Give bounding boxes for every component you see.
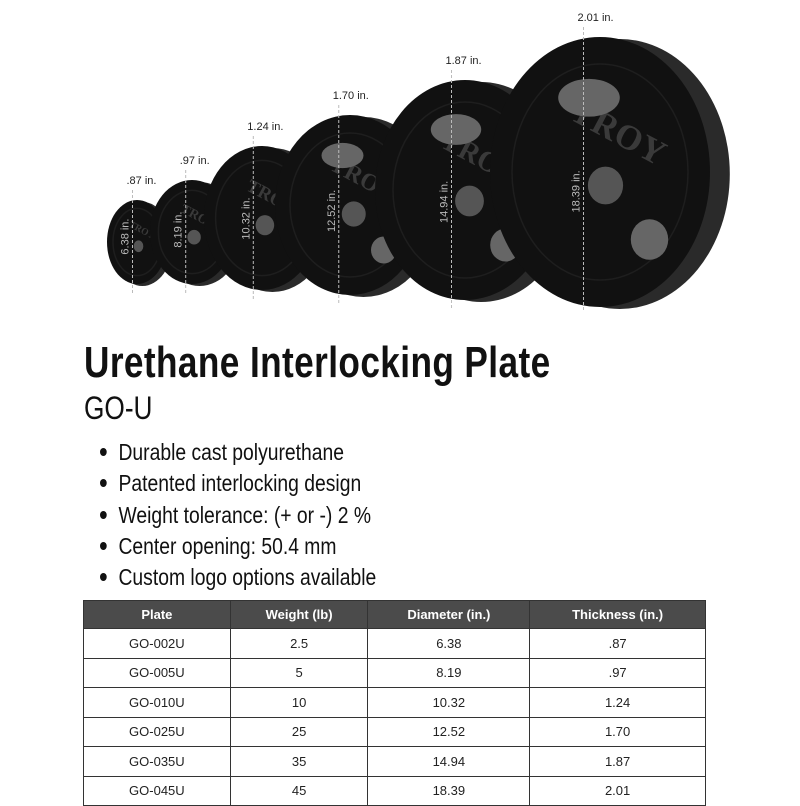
header-plate: Plate <box>83 600 231 629</box>
spec-table: Plate Weight (lb) Diameter (in.) Thickne… <box>83 600 706 806</box>
cell-plate: GO-045U <box>83 775 231 806</box>
grip-hole <box>430 114 482 145</box>
table-row: GO-025U 25 12.52 1.70 <box>83 716 706 747</box>
cell-plate: GO-005U <box>83 657 231 688</box>
feature-item: Durable cast polyurethane <box>100 437 376 468</box>
feature-item: Weight tolerance: (+ or -) 2 % <box>100 500 376 531</box>
table-row: GO-010U 10 10.32 1.24 <box>83 687 706 718</box>
thickness-label: .97 in. <box>180 155 210 167</box>
header-diameter: Diameter (in.) <box>367 600 531 629</box>
cell-plate: GO-002U <box>83 628 231 659</box>
center-hole <box>133 240 144 253</box>
diameter-label: 18.39 in. <box>571 170 583 212</box>
center-hole <box>587 166 624 205</box>
cell-plate: GO-035U <box>83 746 231 777</box>
model-code: GO-U <box>84 390 153 426</box>
cell-diameter: 6.38 <box>367 628 531 659</box>
cell-weight: 35 <box>229 746 369 777</box>
page-title: Urethane Interlocking Plate <box>84 338 551 387</box>
diameter-label: 14.94 in. <box>439 181 451 223</box>
cell-thickness: 1.24 <box>529 687 706 718</box>
thickness-label: 1.24 in. <box>247 121 283 133</box>
cell-plate: GO-025U <box>83 716 231 747</box>
table-row: GO-045U 45 18.39 2.01 <box>83 775 706 806</box>
cell-diameter: 18.39 <box>367 775 531 806</box>
feature-list: Durable cast polyurethane Patented inter… <box>100 437 429 593</box>
thickness-label: .87 in. <box>127 175 157 187</box>
cell-thickness: 1.70 <box>529 716 706 747</box>
cell-weight: 25 <box>229 716 369 747</box>
table-row: GO-002U 2.5 6.38.87 <box>83 628 706 659</box>
cell-weight: 2.5 <box>229 628 369 659</box>
feature-item: Patented interlocking design <box>100 468 376 499</box>
thickness-label: 2.01 in. <box>578 12 614 24</box>
plates-product-image: TROY.87 in.6.38 in.TROY.97 in.8.19 in.TR… <box>107 12 730 310</box>
center-hole <box>341 201 366 227</box>
cell-thickness: 1.87 <box>529 746 706 777</box>
diameter-label: 8.19 in. <box>173 212 185 248</box>
cell-weight: 5 <box>229 657 369 688</box>
feature-item: Center opening: 50.4 mm <box>100 531 376 562</box>
grip-hole <box>630 219 669 260</box>
cell-diameter: 10.32 <box>367 687 531 718</box>
thickness-label: 1.87 in. <box>446 55 482 67</box>
thickness-label: 1.70 in. <box>333 90 369 102</box>
header-weight: Weight (lb) <box>229 600 369 629</box>
center-hole <box>255 215 275 236</box>
center-hole <box>187 229 201 245</box>
cell-diameter: 8.19 <box>367 657 531 688</box>
diameter-label: 6.38 in. <box>120 219 132 255</box>
cell-plate: GO-010U <box>83 687 231 718</box>
plate-ring <box>511 63 689 281</box>
diameter-label: 10.32 in. <box>240 197 252 239</box>
table-header-row: Plate Weight (lb) Diameter (in.) Thickne… <box>83 600 706 629</box>
cell-thickness: .97 <box>529 657 706 688</box>
cell-thickness: 2.01 <box>529 775 706 806</box>
table-row: GO-035U 35 14.94 1.87 <box>83 746 706 777</box>
header-thickness: Thickness (in.) <box>529 600 706 629</box>
grip-hole <box>321 142 364 169</box>
table-row: GO-005U 5 8.19.97 <box>83 657 706 688</box>
cell-weight: 10 <box>229 687 369 718</box>
diameter-label: 12.52 in. <box>326 190 338 232</box>
cell-thickness: .87 <box>529 628 706 659</box>
cell-diameter: 14.94 <box>367 746 531 777</box>
feature-item: Custom logo options available <box>100 562 376 593</box>
center-hole <box>455 185 484 217</box>
grip-hole <box>558 78 620 117</box>
cell-diameter: 12.52 <box>367 716 531 747</box>
cell-weight: 45 <box>229 775 369 806</box>
